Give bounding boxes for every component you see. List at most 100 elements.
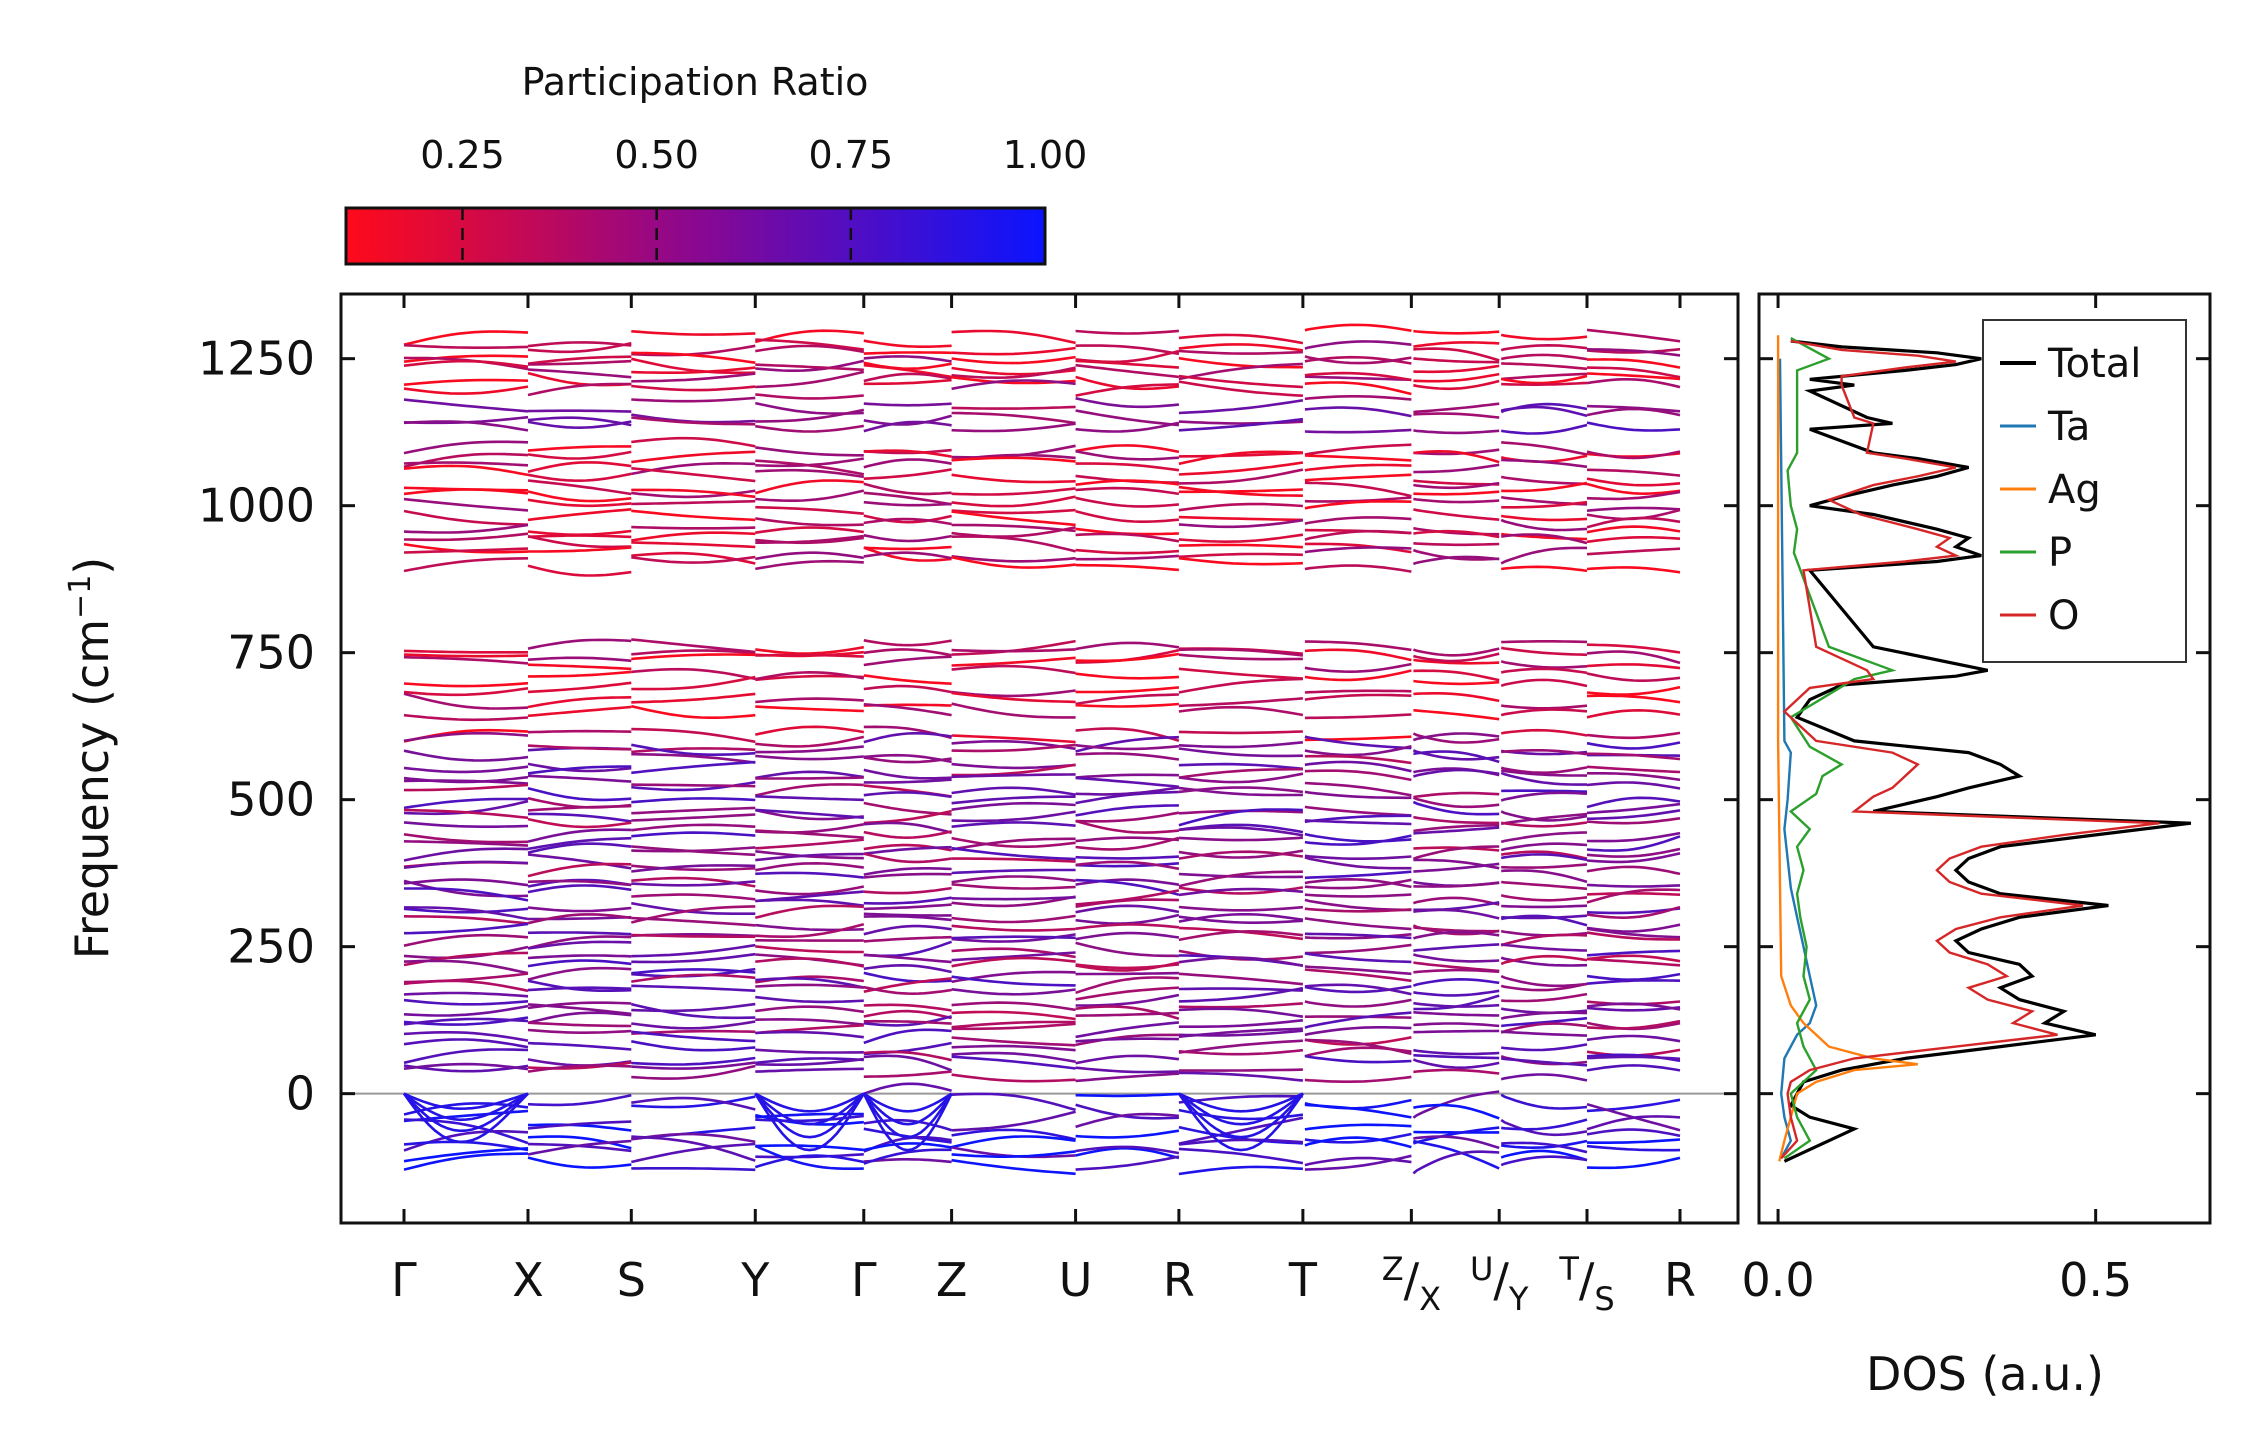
phonon-band-segment	[1304, 516, 1412, 525]
phonon-band-segment	[631, 831, 756, 838]
phonon-band-segment	[1178, 362, 1303, 381]
phonon-band-segment	[1304, 983, 1412, 996]
phonon-band-segment	[1075, 462, 1180, 472]
phonon-band-segment	[527, 913, 632, 925]
phonon-band-segment	[1501, 992, 1588, 1003]
legend-label: P	[2048, 530, 2072, 576]
phonon-band-segment	[755, 795, 864, 802]
phonon-band-segment	[1178, 1147, 1304, 1165]
phonon-band-segment	[1412, 845, 1500, 861]
phonon-band-segment	[1178, 747, 1303, 758]
phonon-band-segment	[1500, 333, 1588, 341]
phonon-band-segment	[527, 705, 632, 718]
phonon-band-segment	[1304, 819, 1412, 826]
phonon-band-segment	[951, 1001, 1076, 1012]
phonon-band-segment	[1178, 518, 1304, 529]
phonon-band-segment	[863, 551, 952, 560]
phonon-band-segment	[1586, 931, 1680, 941]
phonon-band-segment	[863, 852, 952, 864]
phonon-band-segment	[528, 812, 632, 823]
phonon-band-segment	[1178, 417, 1304, 432]
phonon-band-segment	[951, 743, 1076, 753]
phonon-band-segment	[631, 531, 756, 542]
phonon-band-segment	[527, 638, 632, 650]
legend-items: Total Ta Ag PO	[2000, 341, 2141, 639]
phonon-band-segment	[1178, 1029, 1304, 1037]
phonon-band-segment	[1178, 1138, 1303, 1146]
phonon-band-segment	[1304, 893, 1412, 898]
phonon-band-segment	[1304, 669, 1412, 682]
phonon-band-segment	[631, 933, 756, 939]
phonon-band-segment	[1075, 836, 1180, 851]
phonon-band-segment	[863, 1050, 952, 1062]
phonon-band-segment	[1586, 547, 1681, 556]
phonon-band-segment	[527, 1156, 632, 1169]
phonon-band-segment	[1178, 767, 1303, 779]
phonon-band-segment	[755, 705, 864, 713]
phonon-band-segment	[755, 363, 864, 372]
phonon-band-segment	[631, 436, 756, 448]
phonon-band-segment	[755, 871, 864, 879]
phonon-band-segment	[1586, 407, 1681, 417]
phonon-band-segment	[755, 945, 864, 954]
phonon-band-segment	[403, 779, 529, 785]
phonon-band-segment	[1413, 826, 1500, 835]
phonon-band-segment	[1304, 1015, 1412, 1019]
phonon-band-segment	[1586, 348, 1681, 357]
soft-mode-branch	[403, 1092, 529, 1122]
phonon-band-segment	[951, 875, 1076, 884]
band-y-ticks: 0 250 500 750 1000 1250	[198, 332, 1738, 1121]
phonon-band-segment	[527, 534, 632, 539]
phonon-band-segment	[1501, 1030, 1588, 1037]
phonon-band-segment	[403, 713, 529, 722]
phonon-band-segment	[951, 508, 1076, 515]
phonon-band-segment	[1075, 479, 1180, 486]
phonon-band-segment	[754, 1154, 865, 1169]
dos-plot-frame	[1757, 292, 2212, 1225]
phonon-band-segment	[1586, 477, 1681, 487]
phonon-band-segment	[1304, 481, 1412, 498]
phonon-band-segment	[1178, 374, 1303, 389]
phonon-band-segment	[755, 995, 864, 1004]
phonon-band-segment	[1500, 374, 1588, 385]
phonon-band-segment	[1075, 743, 1180, 751]
phonon-band-segment	[1586, 905, 1681, 920]
phonon-band-segment	[527, 663, 632, 671]
phonon-band-segment	[631, 968, 756, 975]
phonon-band-segment	[755, 459, 865, 476]
phonon-band-segment	[1304, 735, 1412, 750]
phonon-band-segment	[1075, 444, 1180, 454]
phonon-band-segment	[1178, 1007, 1304, 1018]
phonon-band-segment	[631, 893, 756, 901]
phonon-band-segment	[631, 806, 756, 815]
phonon-band-segment	[1586, 892, 1681, 896]
phonon-band-segment	[527, 359, 632, 366]
phonon-band-segment	[1075, 1011, 1179, 1017]
phonon-band-segment	[631, 1064, 756, 1080]
phonon-band-segment	[755, 424, 865, 433]
colorbar-tick-label: 0.50	[614, 133, 699, 177]
phonon-band-segment	[1304, 805, 1412, 817]
phonon-band-segment	[863, 500, 952, 507]
phonon-band-segment	[631, 384, 756, 392]
phonon-band-segment	[951, 883, 1076, 890]
phonon-band-segment	[1413, 1053, 1500, 1060]
phonon-band-segment	[1500, 667, 1588, 675]
phonon-band-segment	[1178, 1094, 1303, 1104]
phonon-band-segment	[951, 555, 1076, 569]
phonon-band-segment	[1178, 705, 1304, 717]
phonon-band-segment	[1413, 329, 1500, 335]
phonon-band-segment	[863, 886, 952, 895]
phonon-band-segment	[863, 363, 952, 379]
phonon-band-segment	[403, 687, 529, 697]
phonon-band-segment	[527, 416, 632, 427]
phonon-band-segment	[1304, 529, 1412, 541]
phonon-band-segment	[1500, 1093, 1588, 1110]
phonon-band-segment	[951, 1010, 1076, 1021]
phonon-band-segment	[1304, 932, 1412, 940]
phonon-band-segment	[1500, 933, 1588, 947]
phonon-band-segment	[403, 1038, 529, 1049]
phonon-band-segment	[755, 393, 864, 400]
phonon-band-segment	[755, 1048, 864, 1054]
phonon-band-segment	[863, 534, 952, 543]
